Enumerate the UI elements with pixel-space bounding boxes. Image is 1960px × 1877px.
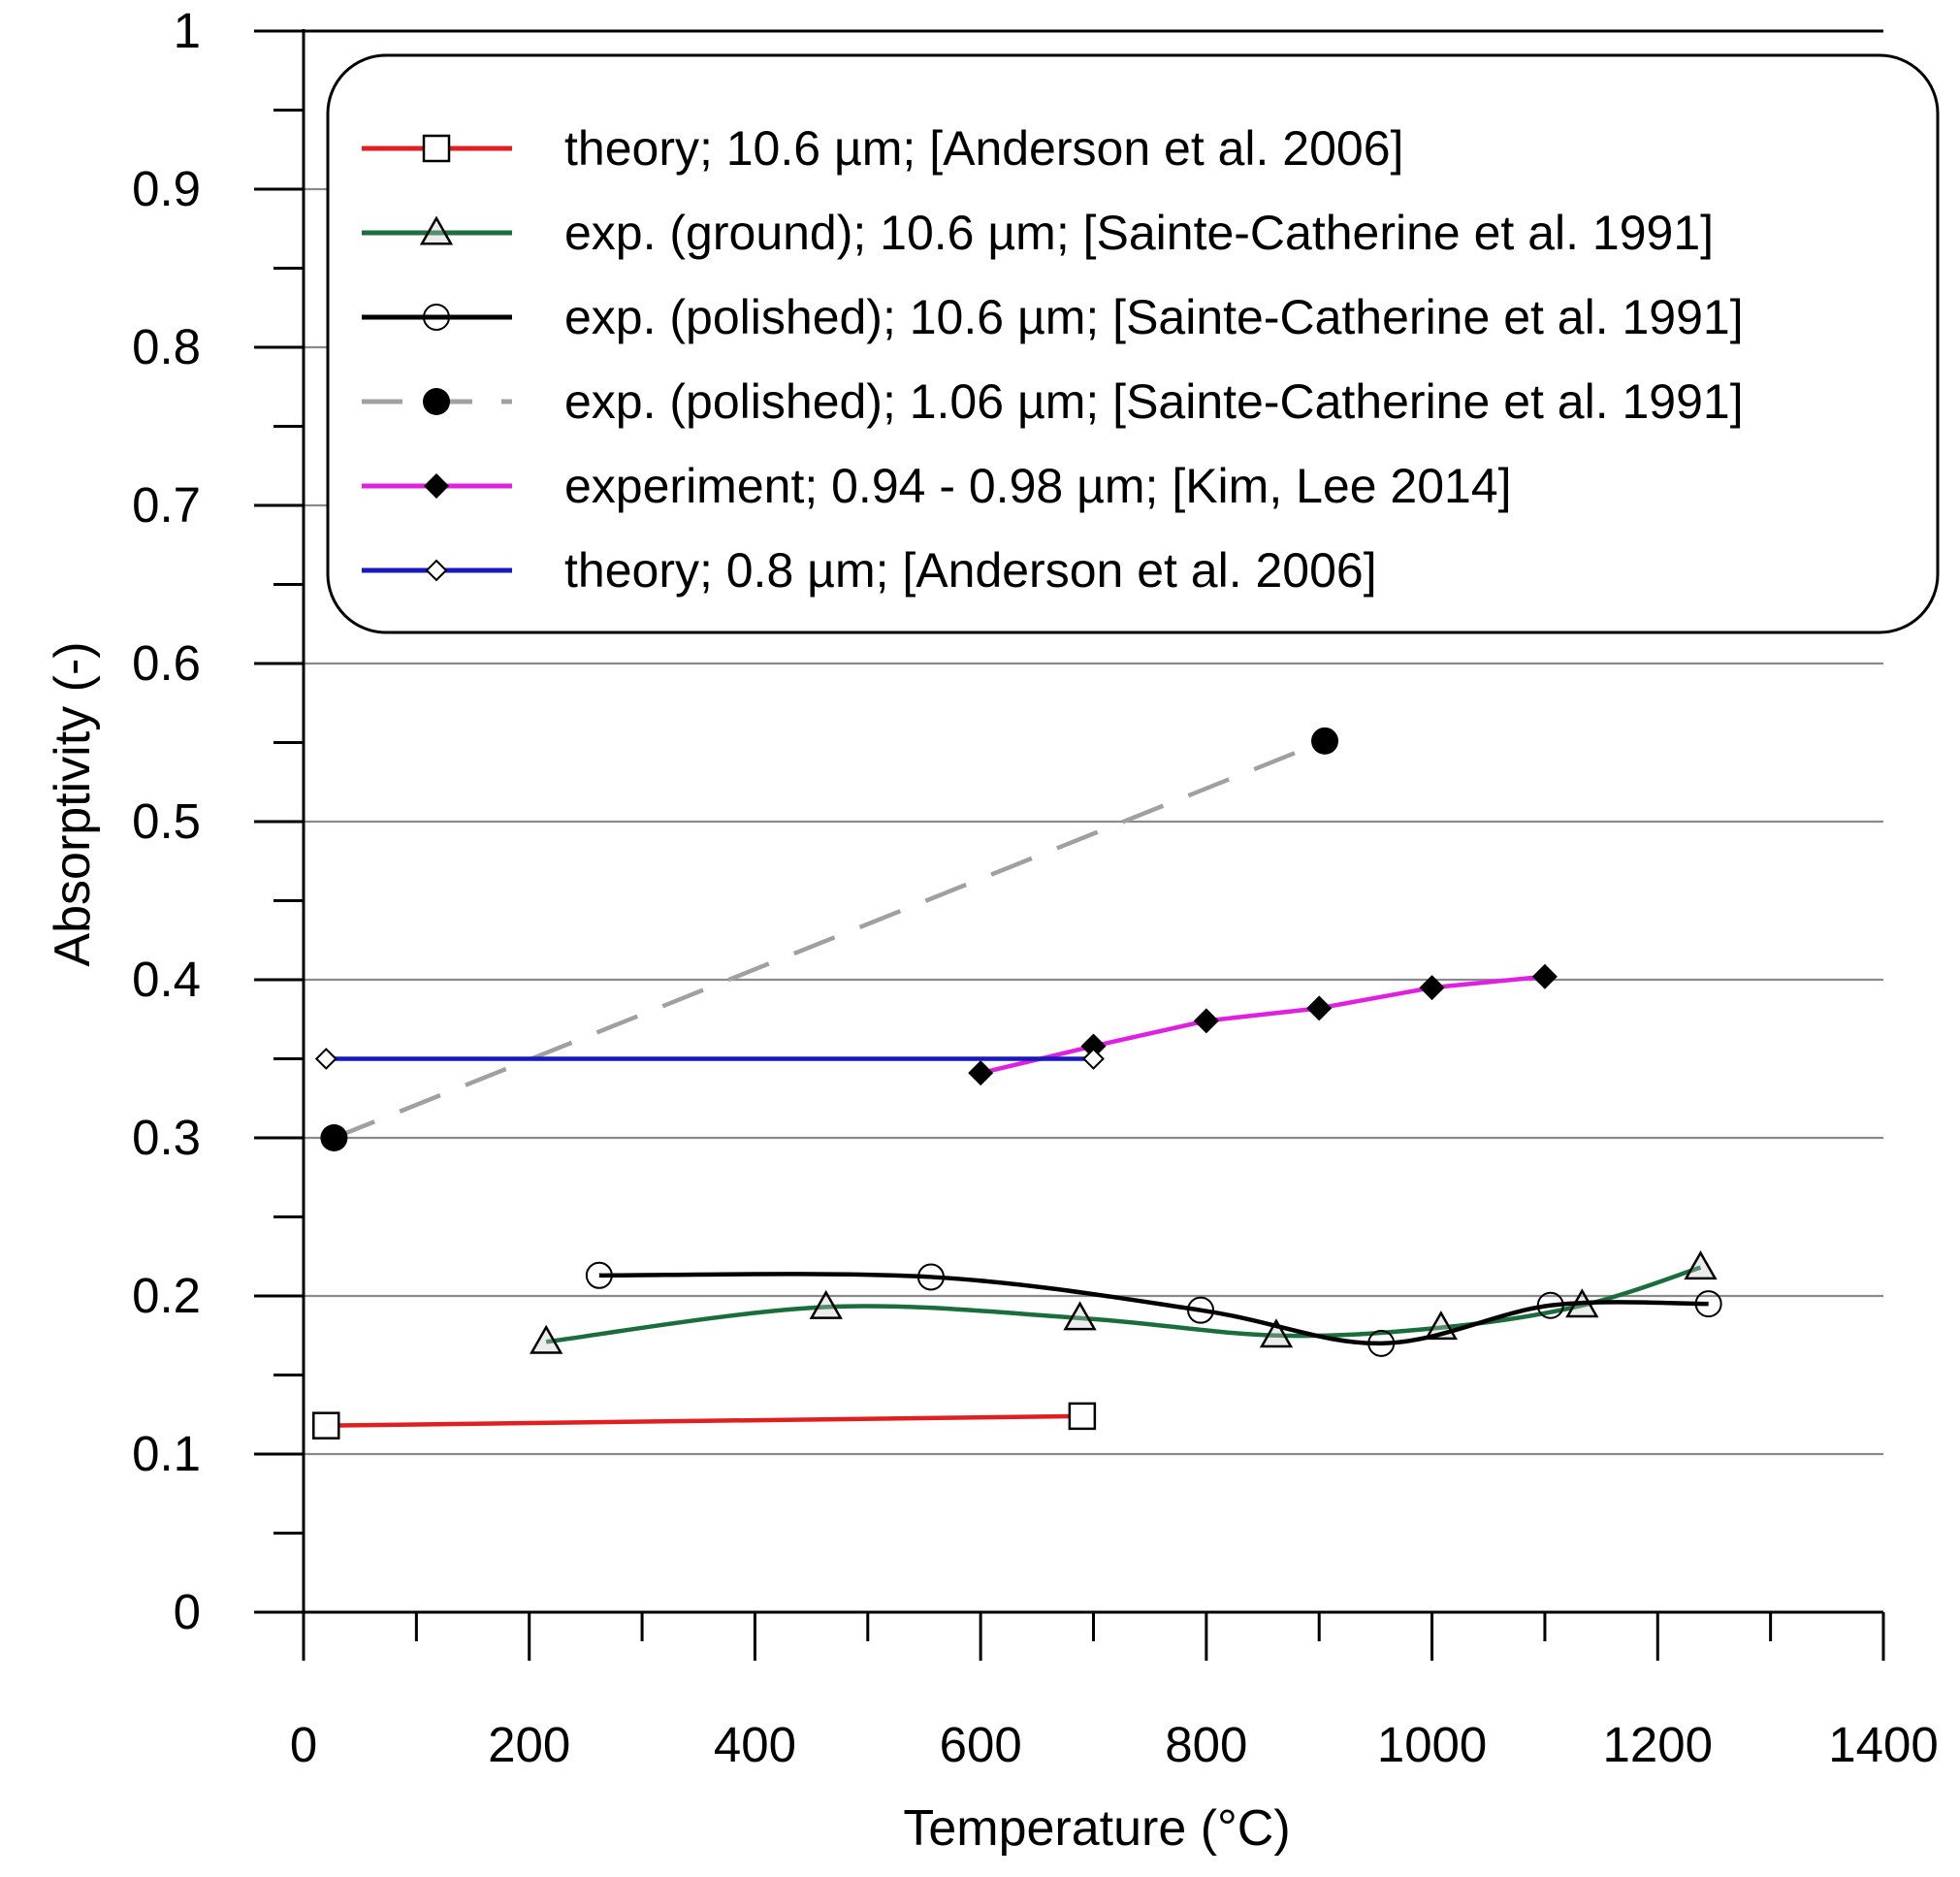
legend-marker-2 xyxy=(423,304,450,331)
series-0 xyxy=(312,1402,1097,1440)
data-point-4-1 xyxy=(1080,1033,1107,1059)
x-axis-title: Temperature (°C) xyxy=(903,1800,1290,1857)
x-tick-label: 600 xyxy=(940,1717,1022,1772)
data-point-2-5 xyxy=(1694,1290,1722,1318)
data-point-1-1 xyxy=(809,1289,843,1319)
data-point-4-5 xyxy=(1531,963,1558,989)
legend-label-4: experiment; 0.94 - 0.98 µm; [Kim, Lee 20… xyxy=(564,459,1512,513)
y-axis-title: Absorptivity (-) xyxy=(45,641,101,966)
series-line-4 xyxy=(980,974,1546,1076)
y-tick-label: 0.5 xyxy=(132,793,201,849)
legend-marker-0 xyxy=(422,134,451,163)
series-line-3 xyxy=(333,738,1326,1141)
x-tick-label: 1000 xyxy=(1377,1717,1487,1772)
x-tick-label: 400 xyxy=(714,1717,796,1772)
data-point-3-0 xyxy=(320,1124,348,1151)
data-point-4-0 xyxy=(968,1060,994,1086)
data-point-1-6 xyxy=(1684,1250,1718,1280)
legend-marker-4 xyxy=(424,473,449,499)
data-point-2-0 xyxy=(585,1261,613,1289)
series-line-2 xyxy=(598,1272,1709,1346)
y-tick-label: 0.2 xyxy=(132,1268,201,1323)
x-tick-label: 800 xyxy=(1165,1717,1247,1772)
y-tick-label: 0.4 xyxy=(132,952,201,1007)
legend-label-0: theory; 10.6 µm; [Anderson et al. 2006] xyxy=(564,121,1403,176)
legend-label-3: exp. (polished); 1.06 µm; [Sainte-Cather… xyxy=(564,374,1744,429)
data-point-5-0 xyxy=(314,1048,337,1070)
y-tick-label: 0.3 xyxy=(132,1110,201,1165)
y-tick-label: 0.7 xyxy=(132,477,201,533)
series-line-0 xyxy=(326,1413,1082,1428)
data-point-0-1 xyxy=(1068,1402,1097,1431)
x-tick-label: 1200 xyxy=(1603,1717,1713,1772)
y-tick-label: 0.6 xyxy=(132,635,201,691)
data-point-2-3 xyxy=(1367,1329,1396,1357)
data-point-4-2 xyxy=(1193,1008,1219,1034)
data-point-5-1 xyxy=(1082,1048,1105,1070)
legend: theory; 10.6 µm; [Anderson et al. 2006] e… xyxy=(326,53,1940,634)
y-tick-label: 1 xyxy=(174,3,201,58)
legend-marker-5 xyxy=(425,559,448,582)
y-tick-label: 0.1 xyxy=(132,1426,201,1481)
data-series xyxy=(312,727,1722,1440)
legend-box xyxy=(326,53,1940,634)
legend-marker-1 xyxy=(419,215,454,245)
data-point-3-1 xyxy=(1311,727,1339,755)
legend-marker-3 xyxy=(423,388,450,415)
data-point-1-3 xyxy=(1259,1318,1294,1348)
series-4 xyxy=(968,963,1558,1086)
x-tick-label: 200 xyxy=(488,1717,570,1772)
series-3 xyxy=(320,727,1339,1151)
legend-label-5: theory; 0.8 µm; [Anderson et al. 2006] xyxy=(564,543,1377,598)
y-tick-label: 0 xyxy=(174,1584,201,1639)
axes: 0 0.1 0.2 0.3 0.4 0.5 0.6 0.7 0.8 0.9 1 0 200 400 600 8… xyxy=(132,3,1939,1772)
legend-label-2: exp. (polished); 10.6 µm; [Sainte-Cather… xyxy=(564,290,1744,344)
series-line-1 xyxy=(545,1265,1702,1344)
data-point-1-0 xyxy=(530,1324,563,1354)
data-point-4-3 xyxy=(1306,995,1333,1021)
legend-label-1: exp. (ground); 10.6 µm; [Sainte-Catherin… xyxy=(564,206,1714,260)
y-tick-label: 0.8 xyxy=(132,319,201,374)
data-point-2-1 xyxy=(916,1263,945,1291)
series-2 xyxy=(585,1261,1722,1357)
data-point-4-4 xyxy=(1419,975,1445,1001)
data-point-2-2 xyxy=(1187,1296,1215,1324)
data-point-1-2 xyxy=(1063,1301,1097,1331)
x-tick-label: 1400 xyxy=(1828,1717,1938,1772)
series-5 xyxy=(314,1048,1105,1070)
x-tick-label: 0 xyxy=(290,1717,317,1772)
y-tick-label: 0.9 xyxy=(132,161,201,216)
data-point-0-0 xyxy=(312,1411,340,1440)
data-point-2-4 xyxy=(1536,1291,1564,1319)
